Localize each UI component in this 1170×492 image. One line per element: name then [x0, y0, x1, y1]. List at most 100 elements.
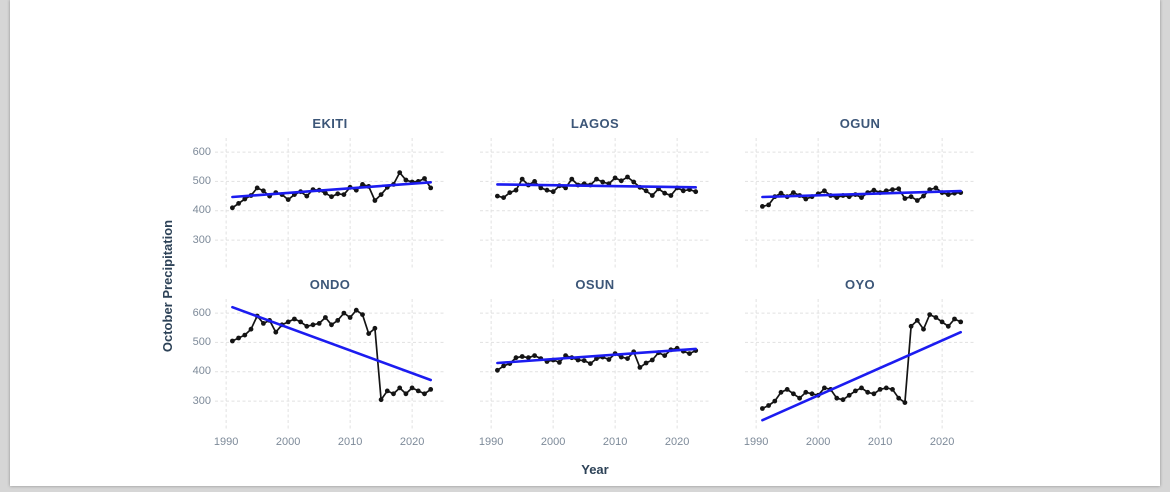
data-point: [784, 387, 790, 392]
trend-line-ekiti: [231, 180, 432, 199]
data-point: [662, 190, 668, 196]
data-point: [403, 177, 409, 183]
data-point: [422, 176, 427, 181]
data-point: [409, 385, 415, 391]
data-point: [428, 185, 434, 191]
facet-panel-ekiti: [215, 138, 445, 268]
facet-title-lagos: LAGOS: [570, 116, 620, 131]
data-point: [248, 326, 254, 332]
data-point: [896, 395, 902, 401]
y-tick-label: 600: [192, 306, 211, 319]
document-page: October Precipitation Year EKITI LAGOS OGU…: [10, 0, 1160, 486]
data-point: [791, 391, 796, 397]
data-point: [766, 403, 771, 408]
data-point: [557, 360, 562, 365]
data-point: [778, 389, 784, 395]
data-point: [760, 204, 765, 209]
facet-title-osun: OSUN: [575, 277, 615, 292]
data-point: [908, 323, 914, 329]
facet-title-ondo: ONDO: [309, 277, 351, 292]
data-point: [513, 187, 519, 193]
data-point: [908, 194, 914, 200]
data-point: [422, 391, 427, 397]
data-point: [803, 196, 809, 202]
data-point: [649, 357, 655, 363]
data-point: [501, 363, 506, 369]
data-point: [292, 316, 297, 322]
data-point: [372, 325, 378, 331]
data-point: [285, 197, 291, 202]
trend-line-ogun: [761, 189, 962, 199]
x-tick-label: 2000: [275, 436, 301, 448]
data-point: [680, 188, 686, 194]
data-point: [871, 391, 877, 397]
data-point: [958, 319, 964, 325]
data-point: [834, 195, 840, 200]
data-point: [877, 387, 883, 392]
data-point: [846, 392, 852, 398]
data-point: [778, 190, 784, 196]
data-point: [323, 190, 328, 196]
data-point: [329, 322, 334, 328]
data-point: [921, 193, 926, 199]
data-point: [809, 391, 815, 397]
data-point: [618, 354, 624, 360]
data-point: [662, 353, 668, 358]
y-axis-title: October Precipitation: [160, 219, 175, 353]
data-point: [304, 323, 310, 329]
data-point: [532, 353, 537, 358]
precipitation-facet-chart: October Precipitation Year EKITI LAGOS OGU…: [155, 110, 985, 485]
data-point: [902, 196, 908, 201]
data-point: [612, 175, 618, 181]
data-point: [403, 391, 409, 397]
data-point: [797, 395, 802, 401]
data-point: [853, 388, 858, 394]
data-point: [538, 185, 544, 191]
x-tick-label: 2010: [867, 436, 893, 448]
data-point: [859, 195, 864, 200]
data-point: [329, 194, 334, 200]
data-point: [391, 391, 396, 397]
data-point: [304, 193, 310, 199]
data-point: [914, 318, 920, 323]
data-point: [896, 186, 902, 192]
y-tick-label: 300: [192, 394, 211, 407]
data-point: [871, 187, 877, 193]
data-point: [236, 335, 241, 341]
data-point: [939, 319, 945, 325]
data-point: [637, 365, 643, 370]
data-point: [261, 321, 266, 326]
x-tick-label: 1990: [478, 436, 504, 448]
data-point: [921, 326, 926, 332]
x-axis-title: Year: [581, 462, 609, 477]
x-tick-label: 2020: [929, 436, 955, 448]
data-point: [501, 195, 506, 200]
data-point: [859, 385, 864, 391]
facet-panel-ogun: [745, 138, 975, 268]
data-point: [588, 361, 593, 366]
data-point: [625, 174, 630, 180]
data-point: [902, 400, 908, 405]
data-point: [649, 193, 655, 198]
data-point: [285, 319, 291, 325]
data-point: [261, 188, 266, 194]
data-point: [594, 176, 599, 182]
data-point: [791, 190, 796, 195]
data-point: [397, 170, 403, 175]
y-tick-label: 400: [192, 365, 211, 378]
data-point: [230, 205, 235, 211]
data-point: [428, 387, 434, 392]
data-point: [310, 322, 316, 328]
facet-title-ogun: OGUN: [839, 116, 881, 131]
data-point: [550, 189, 556, 195]
data-point: [927, 312, 933, 317]
data-point: [594, 356, 599, 361]
y-tick-label: 500: [192, 174, 211, 187]
data-point: [513, 355, 519, 361]
data-point: [933, 315, 939, 320]
data-point: [945, 192, 951, 197]
data-point: [519, 176, 525, 182]
x-tick-label: 1990: [743, 436, 769, 448]
data-point: [766, 202, 771, 208]
data-point: [631, 179, 637, 185]
